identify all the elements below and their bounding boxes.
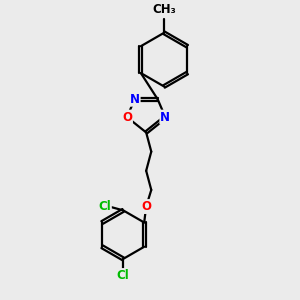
- Text: N: N: [160, 111, 170, 124]
- Text: CH₃: CH₃: [152, 3, 176, 16]
- Text: N: N: [130, 93, 140, 106]
- Text: O: O: [141, 200, 151, 213]
- Text: Cl: Cl: [117, 269, 130, 282]
- Text: O: O: [122, 111, 132, 124]
- Text: Cl: Cl: [98, 200, 111, 213]
